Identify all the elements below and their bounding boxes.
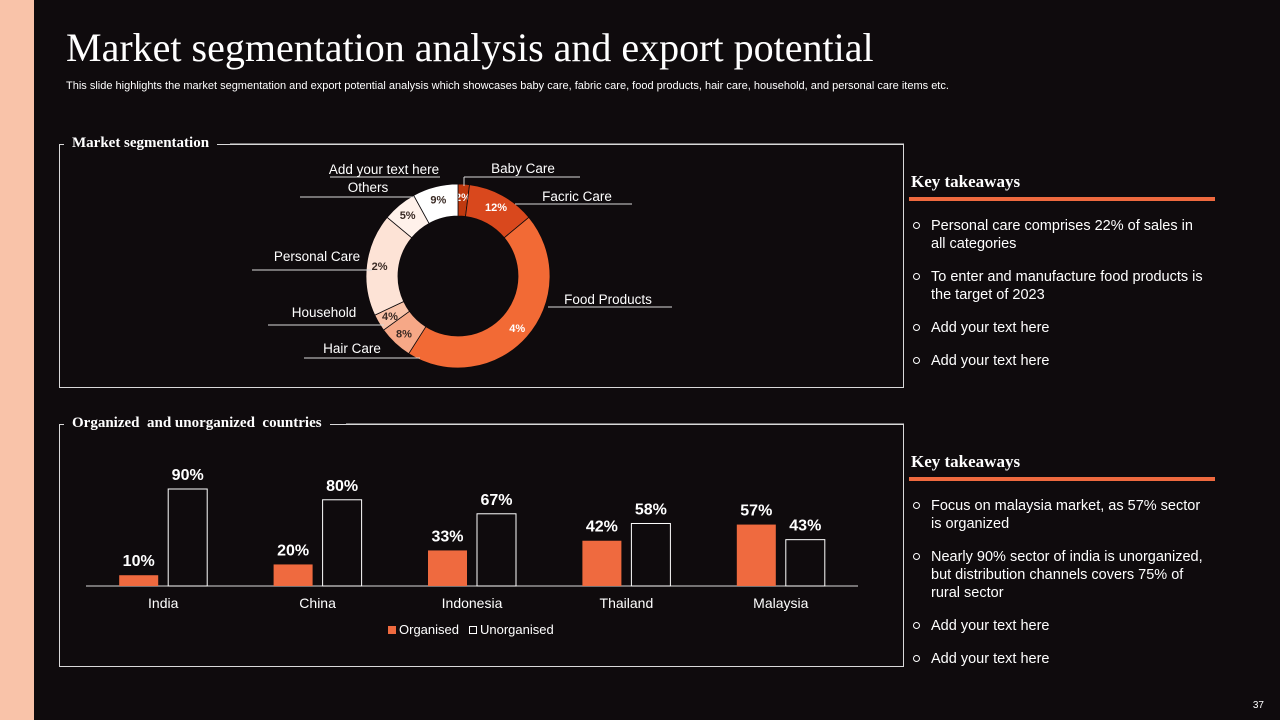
bar-category-label: Indonesia (442, 595, 503, 611)
donut-category-label: Facric Care (542, 189, 612, 204)
takeaway-top-item: Personal care comprises 22% of sales in … (911, 217, 1211, 253)
bullet-icon (913, 553, 920, 560)
donut-value-label: 4% (382, 311, 398, 323)
donut-value-label: 8% (396, 329, 412, 341)
bullet-icon (913, 502, 920, 509)
bar-value-label: 42% (586, 519, 618, 536)
takeaway-top-item: To enter and manufacture food products i… (911, 268, 1211, 304)
donut-category-label: Others (348, 180, 389, 195)
bar-value-label: 80% (326, 478, 358, 495)
takeaways-bottom-underline (909, 477, 1215, 481)
donut-category-label: Personal Care (274, 249, 360, 264)
bar-value-label: 67% (480, 492, 512, 509)
takeaway-bottom-item: Add your text here (911, 617, 1211, 635)
bar-organised (119, 575, 159, 586)
page-title: Market segmentation analysis and export … (66, 25, 874, 70)
donut-slice (413, 183, 459, 224)
page-number: 37 (1252, 700, 1264, 711)
donut-category-label: Food Products (564, 292, 652, 307)
takeaways-top-underline (909, 197, 1215, 201)
bullet-icon (913, 357, 920, 364)
bar-organised (582, 540, 622, 586)
bar-unorganised (322, 499, 363, 587)
left-accent-stripe (0, 0, 34, 720)
legend-swatch-icon (468, 625, 477, 634)
bar-unorganised (167, 488, 208, 587)
bar-value-label: 57% (740, 503, 772, 520)
bar-unorganised (476, 513, 517, 587)
donut-category-label: Baby Care (491, 161, 555, 176)
bar-value-label: 33% (431, 528, 463, 545)
bar-category-label: China (299, 595, 336, 611)
bar-chart-legend: Organised Unorganised (388, 622, 554, 637)
bullet-icon (913, 655, 920, 662)
donut-category-label: Household (292, 305, 357, 320)
bar-category-label: India (148, 595, 179, 611)
bar-value-label: 90% (172, 467, 204, 484)
takeaways-top-list: Personal care comprises 22% of sales in … (911, 217, 1211, 385)
legend-swatch-icon (388, 625, 396, 634)
bar-category-label: Thailand (600, 595, 654, 611)
bar-unorganised (785, 539, 826, 587)
legend-item-unorganised: Unorganised (468, 622, 554, 637)
bullet-icon (913, 622, 920, 629)
bar-value-label: 10% (123, 553, 155, 570)
takeaway-bottom-item: Nearly 90% sector of india is unorganize… (911, 548, 1211, 602)
takeaway-top-item: Add your text here (911, 319, 1211, 337)
takeaway-bottom-item: Add your text here (911, 650, 1211, 668)
bar-unorganised (630, 522, 671, 587)
takeaway-top-item: Add your text here (911, 352, 1211, 370)
takeaway-bottom-item: Focus on malaysia market, as 57% sector … (911, 497, 1211, 533)
donut-value-label: 9% (430, 194, 446, 206)
donut-category-label: Hair Care (323, 341, 381, 356)
countries-panel-title: Organized and unorganized countries (64, 415, 330, 432)
bar-organised (736, 524, 776, 586)
bar-value-label: 20% (277, 542, 309, 559)
donut-value-label: 12% (485, 202, 507, 214)
takeaways-bottom-list: Focus on malaysia market, as 57% sector … (911, 497, 1211, 683)
donut-value-label: 4% (509, 323, 525, 335)
legend-item-organised: Organised (388, 622, 459, 637)
bar-category-label: Malaysia (753, 595, 808, 611)
donut-category-label: Add your text here (329, 162, 439, 177)
takeaways-bottom-title: Key takeaways (911, 452, 1021, 471)
donut-value-label: 2% (372, 261, 388, 273)
bullet-icon (913, 324, 920, 331)
bar-value-label: 58% (635, 501, 667, 518)
page-subtitle: This slide highlights the market segment… (66, 80, 949, 92)
bar-value-label: 43% (789, 518, 821, 535)
bullet-icon (913, 222, 920, 229)
donut-value-label: 5% (400, 210, 416, 222)
takeaways-top-title: Key takeaways (911, 172, 1021, 191)
bar-organised (428, 550, 467, 586)
segmentation-panel-title: Market segmentation (64, 135, 218, 152)
bullet-icon (913, 273, 920, 280)
bar-organised (273, 564, 313, 586)
slide (34, 0, 1280, 720)
